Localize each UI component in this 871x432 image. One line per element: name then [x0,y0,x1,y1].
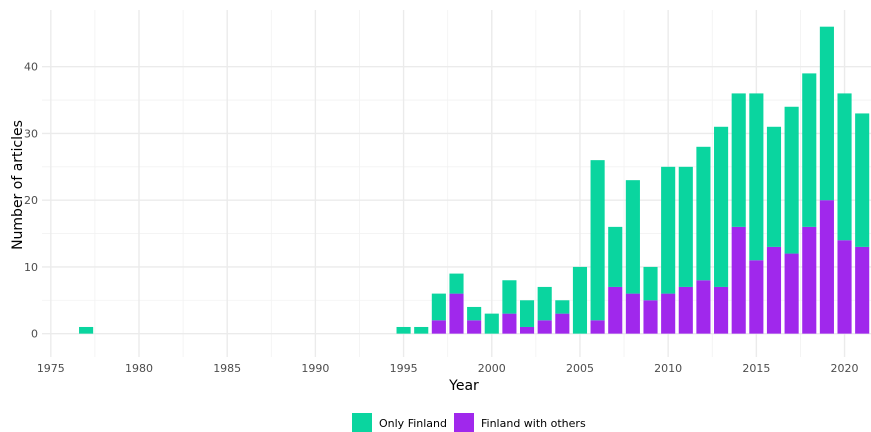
legend-swatch-only-finland [352,413,372,432]
x-tick-label: 1995 [390,362,418,375]
bar-finland-with-others-2010 [661,293,676,334]
bar-only-finland-2001 [502,280,517,314]
bar-only-finland-1995 [396,326,411,334]
bar-only-finland-2002 [519,300,535,327]
bar-only-finland-1997 [431,293,446,321]
bar-finland-with-others-2009 [643,300,658,334]
bar-finland-with-others-2016 [766,246,782,334]
bar-only-finland-2003 [537,286,552,321]
bar-finland-with-others-2013 [714,286,729,334]
bar-only-finland-2008 [625,180,640,294]
bar-finland-with-others-2006 [590,320,605,334]
bar-only-finland-1999 [467,306,482,321]
legend-label-only-finland: Only Finland [379,417,447,430]
bar-finland-with-others-2019 [819,200,834,334]
x-tick-label: 1985 [213,362,241,375]
bar-only-finland-2010 [661,166,676,294]
bar-finland-with-others-2008 [625,293,640,334]
bar-only-finland-2006 [590,160,605,321]
bar-finland-with-others-2020 [837,240,852,334]
bar-only-finland-1996 [414,326,429,334]
x-tick-label: 2000 [478,362,506,375]
bar-finland-with-others-1997 [431,320,446,334]
bar-finland-with-others-2001 [502,313,517,334]
bar-only-finland-2020 [837,93,852,241]
bar-finland-with-others-2004 [555,313,570,334]
x-tick-label: 1980 [125,362,153,375]
x-tick-label: 2005 [566,362,594,375]
x-tick-label: 2020 [831,362,859,375]
bar-only-finland-2016 [766,126,782,247]
legend-label-finland-with-others: Finland with others [481,417,586,430]
bar-only-finland-2005 [572,266,588,334]
x-tick-label: 2010 [654,362,682,375]
bar-only-finland-2013 [714,126,729,287]
bar-finland-with-others-1999 [467,320,482,334]
bar-finland-with-others-2021 [855,246,870,334]
bar-finland-with-others-2018 [802,226,817,334]
bar-finland-with-others-2011 [678,286,693,334]
bar-only-finland-1977 [79,326,94,334]
y-tick-label: 10 [24,261,38,274]
bar-only-finland-2004 [555,300,570,314]
bar-finland-with-others-1998 [449,293,464,334]
bar-finland-with-others-2015 [749,260,764,334]
bar-only-finland-1998 [449,273,464,294]
bar-finland-with-others-2017 [784,253,799,334]
bar-only-finland-2014 [731,93,746,227]
legend: Only Finland Finland with others [352,413,586,432]
y-tick-label: 20 [24,194,38,207]
y-axis-title: Number of articles [10,120,26,250]
bar-finland-with-others-2012 [696,280,711,334]
x-axis-title: Year [448,378,479,394]
bar-only-finland-2007 [608,226,623,287]
x-tick-label: 2015 [742,362,770,375]
bar-finland-with-others-2014 [731,226,746,334]
y-tick-label: 40 [24,61,38,74]
bar-finland-with-others-2007 [608,286,623,334]
bar-only-finland-2012 [696,146,711,281]
bar-finland-with-others-2003 [537,320,552,334]
x-tick-label: 1990 [301,362,329,375]
bar-finland-with-others-2002 [519,326,535,334]
y-axis-ticks: 0 10 20 30 40 [24,61,38,341]
bar-only-finland-2015 [749,93,764,261]
x-tick-label: 1975 [37,362,65,375]
x-axis-ticks: 1975 1980 1985 1990 1995 2000 2005 2010 2015 2020 [37,362,859,375]
bar-only-finland-2000 [484,313,499,334]
legend-swatch-finland-with-others [454,413,474,432]
bar-only-finland-2017 [784,106,799,254]
bar-only-finland-2011 [678,166,693,287]
bar-only-finland-2018 [802,73,817,227]
y-tick-label: 30 [24,127,38,140]
bar-only-finland-2019 [819,26,834,201]
bars [79,26,870,334]
bar-only-finland-2009 [643,266,658,301]
y-tick-label: 0 [31,328,38,341]
bar-only-finland-2021 [855,113,870,247]
